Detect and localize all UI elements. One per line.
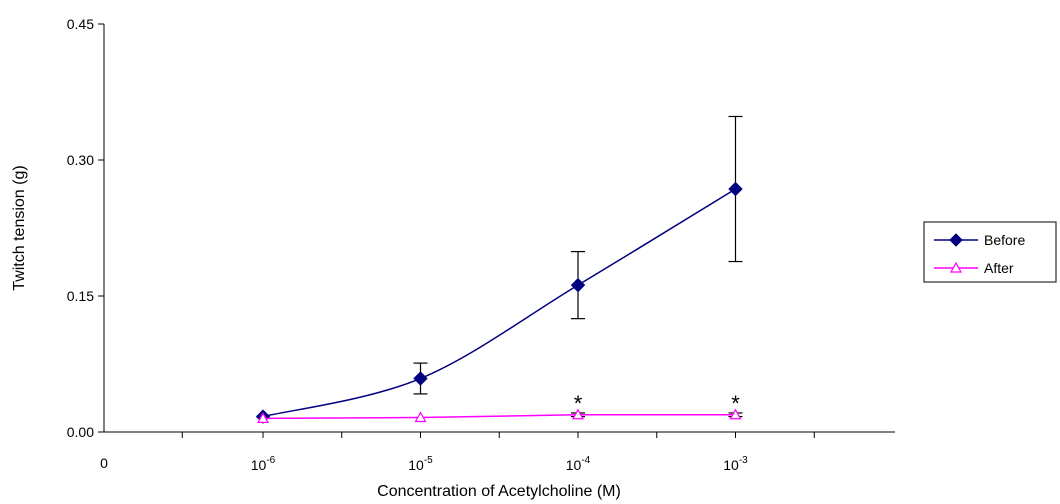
x-axis-title: Concentration of Acetylcholine (M) bbox=[377, 483, 621, 500]
data-point-after bbox=[571, 408, 585, 420]
x-tick-label: 10-6 bbox=[251, 455, 276, 473]
data-point-after bbox=[256, 412, 270, 423]
data-point-before bbox=[570, 277, 586, 293]
legend-label-before: Before bbox=[984, 232, 1025, 248]
legend-entry-before: Before bbox=[934, 232, 1025, 248]
y-tick-label: 0.45 bbox=[67, 16, 94, 32]
legend-entry-after: After bbox=[934, 260, 1014, 276]
y-tick-label: 0.30 bbox=[67, 152, 94, 168]
x-tick-base: 10 bbox=[251, 457, 267, 473]
x-tick-exponent: -3 bbox=[739, 455, 748, 466]
x-axis-ticks: 10-6 10-5 10-4 10-3 bbox=[181, 432, 815, 473]
significance-star: * bbox=[574, 391, 583, 416]
y-tick-label: 0.15 bbox=[67, 288, 94, 304]
y-tick-label: 0.00 bbox=[67, 424, 94, 440]
y-axis-ticks: 0.00 0.15 0.30 0.45 bbox=[67, 16, 104, 440]
legend: Before After bbox=[923, 221, 1057, 283]
legend-marker-after bbox=[949, 261, 963, 273]
x-tick-base: 10 bbox=[566, 457, 582, 473]
data-point-after bbox=[414, 411, 427, 423]
legend-box bbox=[923, 221, 1057, 283]
x-tick-exponent: -5 bbox=[424, 455, 433, 466]
data-point-before bbox=[413, 371, 428, 386]
series-line-after bbox=[262, 414, 736, 420]
x-tick-label: 10-3 bbox=[723, 455, 748, 473]
x-tick-base: 10 bbox=[408, 457, 424, 473]
x-tick-label: 10-5 bbox=[408, 455, 433, 473]
x-tick-exponent: -4 bbox=[581, 455, 590, 466]
annotation-layer: * * bbox=[574, 391, 741, 416]
series-layer bbox=[255, 115, 743, 424]
data-point-after bbox=[729, 408, 742, 420]
x-tick-exponent: -6 bbox=[266, 455, 275, 466]
significance-star: * bbox=[731, 391, 740, 416]
x-origin-label: 0 bbox=[100, 455, 108, 471]
y-axis-title: Twitch tension (g) bbox=[11, 165, 28, 290]
legend-marker-before bbox=[949, 233, 963, 247]
x-tick-base: 10 bbox=[723, 457, 739, 473]
legend-label-after: After bbox=[984, 260, 1014, 276]
series-line-before bbox=[262, 188, 736, 418]
data-point-before bbox=[728, 181, 743, 197]
x-tick-label: 10-4 bbox=[566, 455, 591, 473]
